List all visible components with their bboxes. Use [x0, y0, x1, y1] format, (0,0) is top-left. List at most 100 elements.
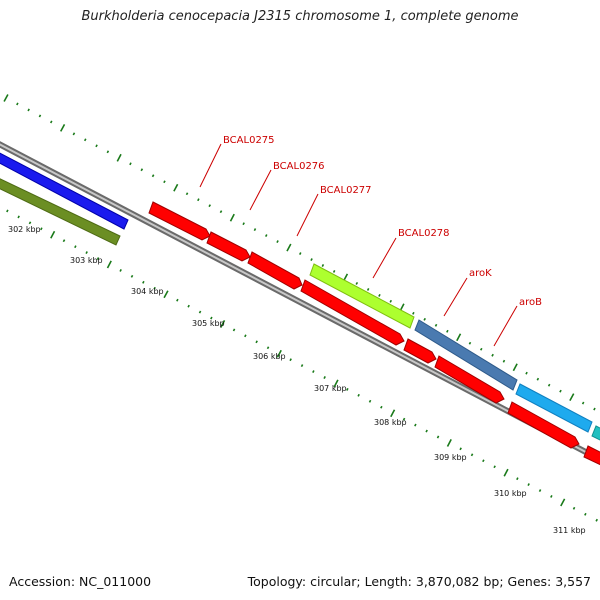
gene-label-bcal0276: BCAL0276 — [273, 161, 325, 172]
outer-minor-tick — [16, 102, 19, 106]
inner-minor-tick — [538, 489, 542, 492]
outer-major-tick — [569, 393, 575, 401]
gene-label-bcal0278: BCAL0278 — [398, 228, 450, 239]
inner-minor-tick — [176, 298, 179, 302]
outer-minor-tick — [378, 293, 381, 297]
outer-minor-tick — [185, 192, 189, 196]
inner-minor-tick — [414, 423, 417, 427]
gene-bcal0278-inner[interactable] — [300, 279, 405, 346]
gene-label-arok: aroK — [469, 268, 492, 279]
outer-major-tick — [456, 333, 462, 342]
outer-minor-tick — [321, 264, 325, 267]
gene-bcal0277[interactable] — [247, 251, 303, 290]
inner-minor-tick — [346, 387, 349, 391]
outer-minor-tick — [140, 168, 144, 172]
inner-minor-tick — [153, 286, 156, 290]
outer-minor-tick — [468, 341, 472, 345]
outer-minor-tick — [72, 132, 76, 136]
outer-minor-tick — [219, 210, 223, 214]
inner-minor-tick — [289, 358, 292, 362]
inner-tick-track — [6, 209, 598, 522]
gene-inner-olive[interactable] — [0, 174, 121, 246]
inner-minor-tick — [187, 304, 190, 308]
outer-minor-tick — [106, 150, 110, 154]
outer-minor-tick — [95, 144, 98, 148]
inner-minor-tick — [40, 227, 43, 231]
outer-minor-tick — [151, 174, 155, 178]
gene-next-inner-2[interactable] — [583, 445, 600, 474]
inner-minor-tick — [516, 477, 519, 481]
accession-text: Accession: NC_011000 — [9, 574, 152, 589]
leader-arok — [443, 277, 468, 317]
inner-major-tick — [390, 409, 396, 418]
leader-bcal0278 — [372, 237, 397, 279]
outer-major-tick — [173, 183, 179, 192]
inner-minor-tick — [368, 399, 372, 403]
inner-minor-tick — [436, 435, 440, 439]
inner-minor-tick — [62, 239, 66, 243]
inner-major-tick — [163, 290, 169, 299]
inner-major-tick — [446, 439, 452, 447]
gene-next-outer[interactable] — [591, 425, 600, 450]
gene-outer-blue[interactable] — [0, 148, 129, 230]
inner-minor-tick — [323, 376, 326, 379]
outer-minor-tick — [276, 240, 279, 243]
inner-minor-tick — [527, 483, 530, 486]
outer-minor-tick — [129, 162, 132, 166]
gene-arob-inner[interactable] — [434, 355, 505, 404]
inner-minor-tick — [28, 221, 32, 225]
gene-bcal0275[interactable] — [148, 201, 211, 241]
inner-minor-tick — [74, 245, 77, 249]
inner-minor-tick — [459, 447, 462, 451]
outer-minor-tick — [197, 198, 200, 202]
backbone-highlight-line — [0, 143, 600, 461]
inner-minor-tick — [550, 495, 553, 498]
outer-major-tick — [512, 363, 518, 372]
gene-label-arob: aroB — [519, 297, 542, 308]
inner-minor-tick — [232, 328, 236, 332]
outer-minor-tick — [593, 407, 596, 411]
tick-label-311: 311 kbp — [553, 526, 586, 535]
outer-minor-tick — [559, 389, 562, 393]
outer-minor-tick — [423, 317, 426, 321]
inner-minor-tick — [482, 459, 485, 463]
outer-minor-tick — [242, 222, 245, 226]
gene-label-bcal0277: BCAL0277 — [320, 185, 372, 196]
inner-minor-tick — [210, 316, 213, 320]
inner-minor-tick — [255, 340, 258, 344]
gene-arok-inner[interactable] — [403, 338, 437, 364]
outer-minor-tick — [49, 120, 53, 124]
outer-minor-tick — [547, 383, 551, 387]
inner-major-tick — [560, 498, 566, 507]
inner-minor-tick — [470, 453, 474, 457]
tick-label-305: 305 kbp — [192, 319, 225, 328]
outer-minor-tick — [298, 252, 302, 255]
inner-minor-tick — [96, 257, 100, 260]
inner-minor-tick — [380, 405, 383, 409]
leader-bcal0275 — [199, 143, 222, 188]
inner-minor-tick — [266, 346, 270, 350]
gene-arok[interactable] — [414, 319, 518, 391]
gene-bcal0276[interactable] — [206, 231, 251, 262]
inner-major-tick — [50, 230, 56, 239]
genome-summary-text: Topology: circular; Length: 3,870,082 bp… — [247, 574, 591, 589]
outer-minor-tick — [83, 138, 87, 142]
inner-major-tick — [503, 468, 509, 477]
gene-label-lines — [199, 143, 518, 347]
backbone — [0, 141, 600, 463]
outer-minor-tick — [502, 359, 506, 363]
outer-minor-tick — [208, 204, 211, 208]
inner-minor-tick — [244, 334, 247, 338]
tick-label-302: 302 kbp — [8, 225, 41, 234]
outer-major-tick — [3, 94, 9, 102]
inner-minor-tick — [402, 417, 406, 421]
gene-arob[interactable] — [515, 383, 593, 433]
outer-minor-tick — [446, 329, 449, 333]
gene-next-inner-1[interactable] — [507, 401, 580, 449]
gene-bcal0278[interactable] — [309, 263, 415, 329]
outer-minor-tick — [310, 258, 313, 261]
tick-label-306: 306 kbp — [253, 352, 286, 361]
tick-label-308: 308 kbp — [374, 418, 407, 427]
inner-minor-tick — [584, 512, 587, 516]
